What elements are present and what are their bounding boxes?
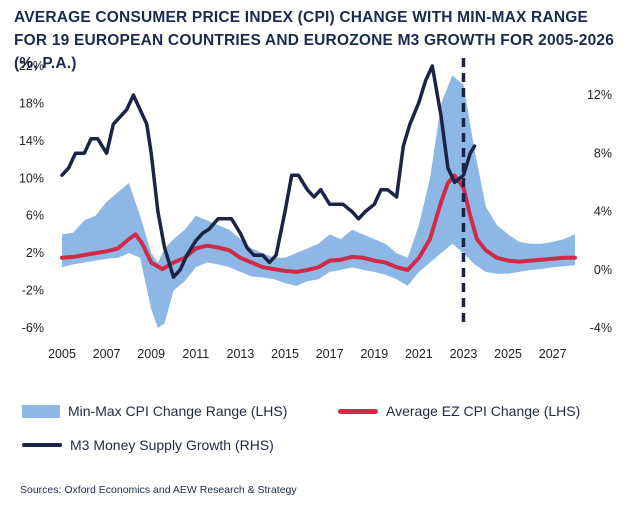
left-axis: 22% 18% 14% 10% 6% 2% -2% -6% (19, 59, 44, 335)
y-left-tick-label: -6% (22, 321, 44, 335)
x-tick-label: 2027 (539, 347, 567, 361)
legend-label-average: Average EZ CPI Change (LHS) (386, 403, 581, 419)
x-axis: 2005 2007 2009 2011 2013 2015 2017 2019 2021 2023… (48, 347, 567, 361)
legend-label-range: Min-Max CPI Change Range (LHS) (68, 403, 288, 419)
right-axis: 12% 8% 4% 0% -4% (587, 88, 612, 335)
x-tick-label: 2021 (405, 347, 433, 361)
y-left-tick-label: 10% (19, 171, 44, 185)
x-tick-label: 2013 (227, 347, 255, 361)
y-left-tick-label: 14% (19, 134, 44, 148)
y-right-tick-label: -4% (590, 321, 612, 335)
legend-item-m3: M3 Money Supply Growth (RHS) (22, 437, 274, 453)
y-right-tick-label: 4% (594, 205, 612, 219)
x-tick-label: 2025 (494, 347, 522, 361)
y-left-tick-label: 2% (26, 246, 44, 260)
legend-swatch-m3 (22, 443, 62, 447)
y-right-tick-label: 0% (594, 263, 612, 277)
plot-area (60, 58, 577, 329)
chart-title: AVERAGE CONSUMER PRICE INDEX (CPI) CHANG… (14, 9, 615, 72)
legend: Min-Max CPI Change Range (LHS) Average E… (0, 395, 633, 465)
y-right-tick-label: 12% (587, 88, 612, 102)
legend-item-average: Average EZ CPI Change (LHS) (338, 403, 580, 419)
legend-swatch-range (22, 404, 60, 418)
x-tick-label: 2005 (48, 347, 76, 361)
x-tick-label: 2019 (360, 347, 388, 361)
y-left-tick-label: 18% (19, 96, 44, 110)
x-tick-label: 2015 (271, 347, 299, 361)
y-left-tick-label: -2% (22, 284, 44, 298)
chart: 22% 18% 14% 10% 6% 2% -2% -6% 12% 8% 4% 0% -4% 2005… (19, 58, 612, 361)
x-tick-label: 2009 (137, 347, 165, 361)
series-range-area (62, 75, 575, 329)
x-tick-label: 2023 (450, 347, 478, 361)
source-note: Sources: Oxford Economics and AEW Resear… (20, 484, 297, 496)
y-left-tick-label: 6% (26, 209, 44, 223)
x-tick-label: 2011 (182, 347, 209, 361)
x-tick-label: 2017 (316, 347, 344, 361)
series-m3-line (60, 64, 477, 279)
y-right-tick-label: 8% (594, 146, 612, 160)
legend-swatch-average (338, 408, 378, 414)
x-tick-label: 2007 (93, 347, 121, 361)
legend-item-range: Min-Max CPI Change Range (LHS) (22, 403, 287, 419)
y-left-tick-label: 22% (19, 59, 44, 73)
legend-label-m3: M3 Money Supply Growth (RHS) (70, 437, 274, 453)
series-average-cpi-line (60, 173, 577, 274)
